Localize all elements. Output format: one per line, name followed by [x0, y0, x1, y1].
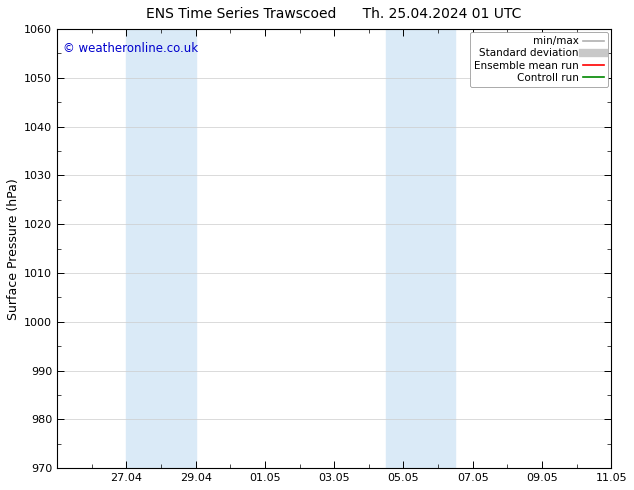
Title: ENS Time Series Trawscoed      Th. 25.04.2024 01 UTC: ENS Time Series Trawscoed Th. 25.04.2024…	[146, 7, 522, 21]
Y-axis label: Surface Pressure (hPa): Surface Pressure (hPa)	[7, 178, 20, 319]
Legend: min/max, Standard deviation, Ensemble mean run, Controll run: min/max, Standard deviation, Ensemble me…	[470, 32, 608, 87]
Bar	[386, 29, 455, 468]
Bar	[126, 29, 196, 468]
Text: © weatheronline.co.uk: © weatheronline.co.uk	[63, 42, 198, 55]
